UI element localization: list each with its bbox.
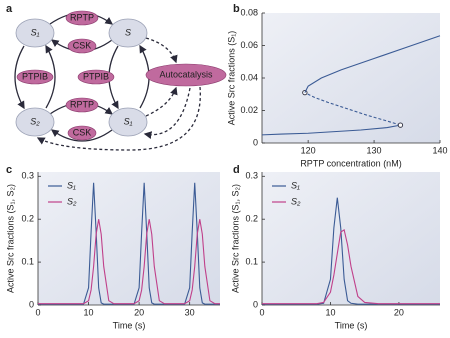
arrow — [45, 44, 56, 109]
data-line — [304, 35, 441, 93]
y-tick-label: 0.3 — [245, 171, 258, 181]
arrow — [50, 129, 113, 142]
y-tick-label: 0.1 — [245, 256, 258, 266]
arrow — [143, 87, 191, 139]
legend-label: S₂ — [67, 196, 77, 206]
data-line — [38, 182, 220, 305]
data-line — [262, 229, 440, 305]
data-line — [261, 124, 401, 136]
enzyme-label: PTPIB — [83, 71, 109, 81]
node-label: S₁ — [124, 116, 133, 126]
chart: c 0 10 20 30 0 0.1 0.2 0.3 Time (s) Active Src fra… — [5, 164, 220, 330]
enzyme — [65, 97, 99, 113]
arrow — [145, 86, 178, 117]
x-tick-label: 10 — [84, 307, 94, 317]
y-tick-label: 0 — [29, 299, 34, 309]
y-tick-label: 0 — [253, 299, 258, 309]
enzyme — [67, 125, 97, 141]
node — [108, 18, 148, 48]
x-tick-label: 20 — [134, 307, 144, 317]
x-tick-label: 140 — [432, 145, 447, 155]
chart: b 120 130 140 0 0.02 0.04 0.06 0.08 RPTP concentr… — [226, 3, 447, 168]
legend-label: S₂ — [291, 196, 301, 206]
x-tick-label: 120 — [301, 145, 316, 155]
y-tick-label: 0 — [253, 137, 258, 147]
x-axis-label: Time (s) — [335, 320, 368, 330]
node — [15, 107, 55, 137]
y-axis-label: Active Src fractions (S₁, S₂) — [230, 184, 240, 293]
y-tick-label: 0.08 — [240, 7, 258, 17]
point-marker — [397, 122, 404, 128]
node-label: S₂ — [30, 116, 40, 126]
y-tick-label: 0.2 — [21, 214, 34, 224]
enzyme — [65, 10, 99, 26]
diagram: a S₁ S S₂ S₁ RPTP CSK PTPIB PTPIB RPTP — [6, 3, 227, 151]
x-tick-label: 130 — [367, 145, 382, 155]
x-axis-label: Time (s) — [113, 320, 146, 330]
node-label: S₁ — [31, 27, 40, 37]
y-tick-label: 0.04 — [240, 72, 258, 82]
arrow — [145, 37, 178, 64]
x-tick-label: 20 — [394, 307, 404, 317]
x-tick-label: 30 — [185, 307, 195, 317]
y-tick-label: 0.02 — [240, 105, 258, 115]
x-tick-label: 0 — [35, 307, 40, 317]
panel-label: d — [233, 164, 240, 176]
node — [108, 107, 148, 137]
plot-background — [262, 172, 440, 305]
x-axis-label: RPTP concentration (nM) — [300, 158, 401, 168]
enzyme-label: RPTP — [70, 12, 94, 22]
arrow — [36, 86, 201, 151]
enzyme-label: CSK — [73, 40, 92, 50]
enzyme — [16, 69, 54, 85]
enzyme — [77, 69, 115, 85]
node — [15, 18, 55, 48]
y-tick-label: 0.1 — [21, 256, 34, 266]
plot-background — [262, 13, 440, 143]
y-tick-label: 0.06 — [240, 40, 258, 50]
chart: d 0 10 20 0 0.1 0.2 0.3 Time (s) Active Src fract… — [230, 164, 440, 330]
panel-label: c — [6, 164, 12, 176]
enzyme-label: RPTP — [70, 99, 94, 109]
enzyme-label: PTPIB — [22, 71, 48, 81]
y-tick-label: 0.2 — [245, 214, 258, 224]
process — [145, 63, 227, 87]
panel-label: b — [233, 3, 240, 15]
data-line — [304, 92, 401, 126]
x-tick-label: 0 — [259, 307, 264, 317]
arrow — [14, 45, 25, 110]
x-tick-label: 10 — [325, 307, 335, 317]
legend-label: S₁ — [291, 180, 300, 190]
y-axis-label: Active Src fractions (S₁, S₂) — [5, 184, 15, 293]
node-label: S — [125, 27, 131, 37]
enzyme-label: CSK — [73, 127, 92, 137]
y-axis-label: Active Src fractions (S₁) — [226, 31, 236, 126]
enzyme — [67, 38, 97, 54]
legend-label: S₁ — [67, 180, 76, 190]
panel-label: a — [6, 3, 13, 15]
process-label: Autocatalysis — [159, 69, 213, 79]
y-tick-label: 0.3 — [21, 171, 34, 181]
data-line — [38, 219, 220, 305]
